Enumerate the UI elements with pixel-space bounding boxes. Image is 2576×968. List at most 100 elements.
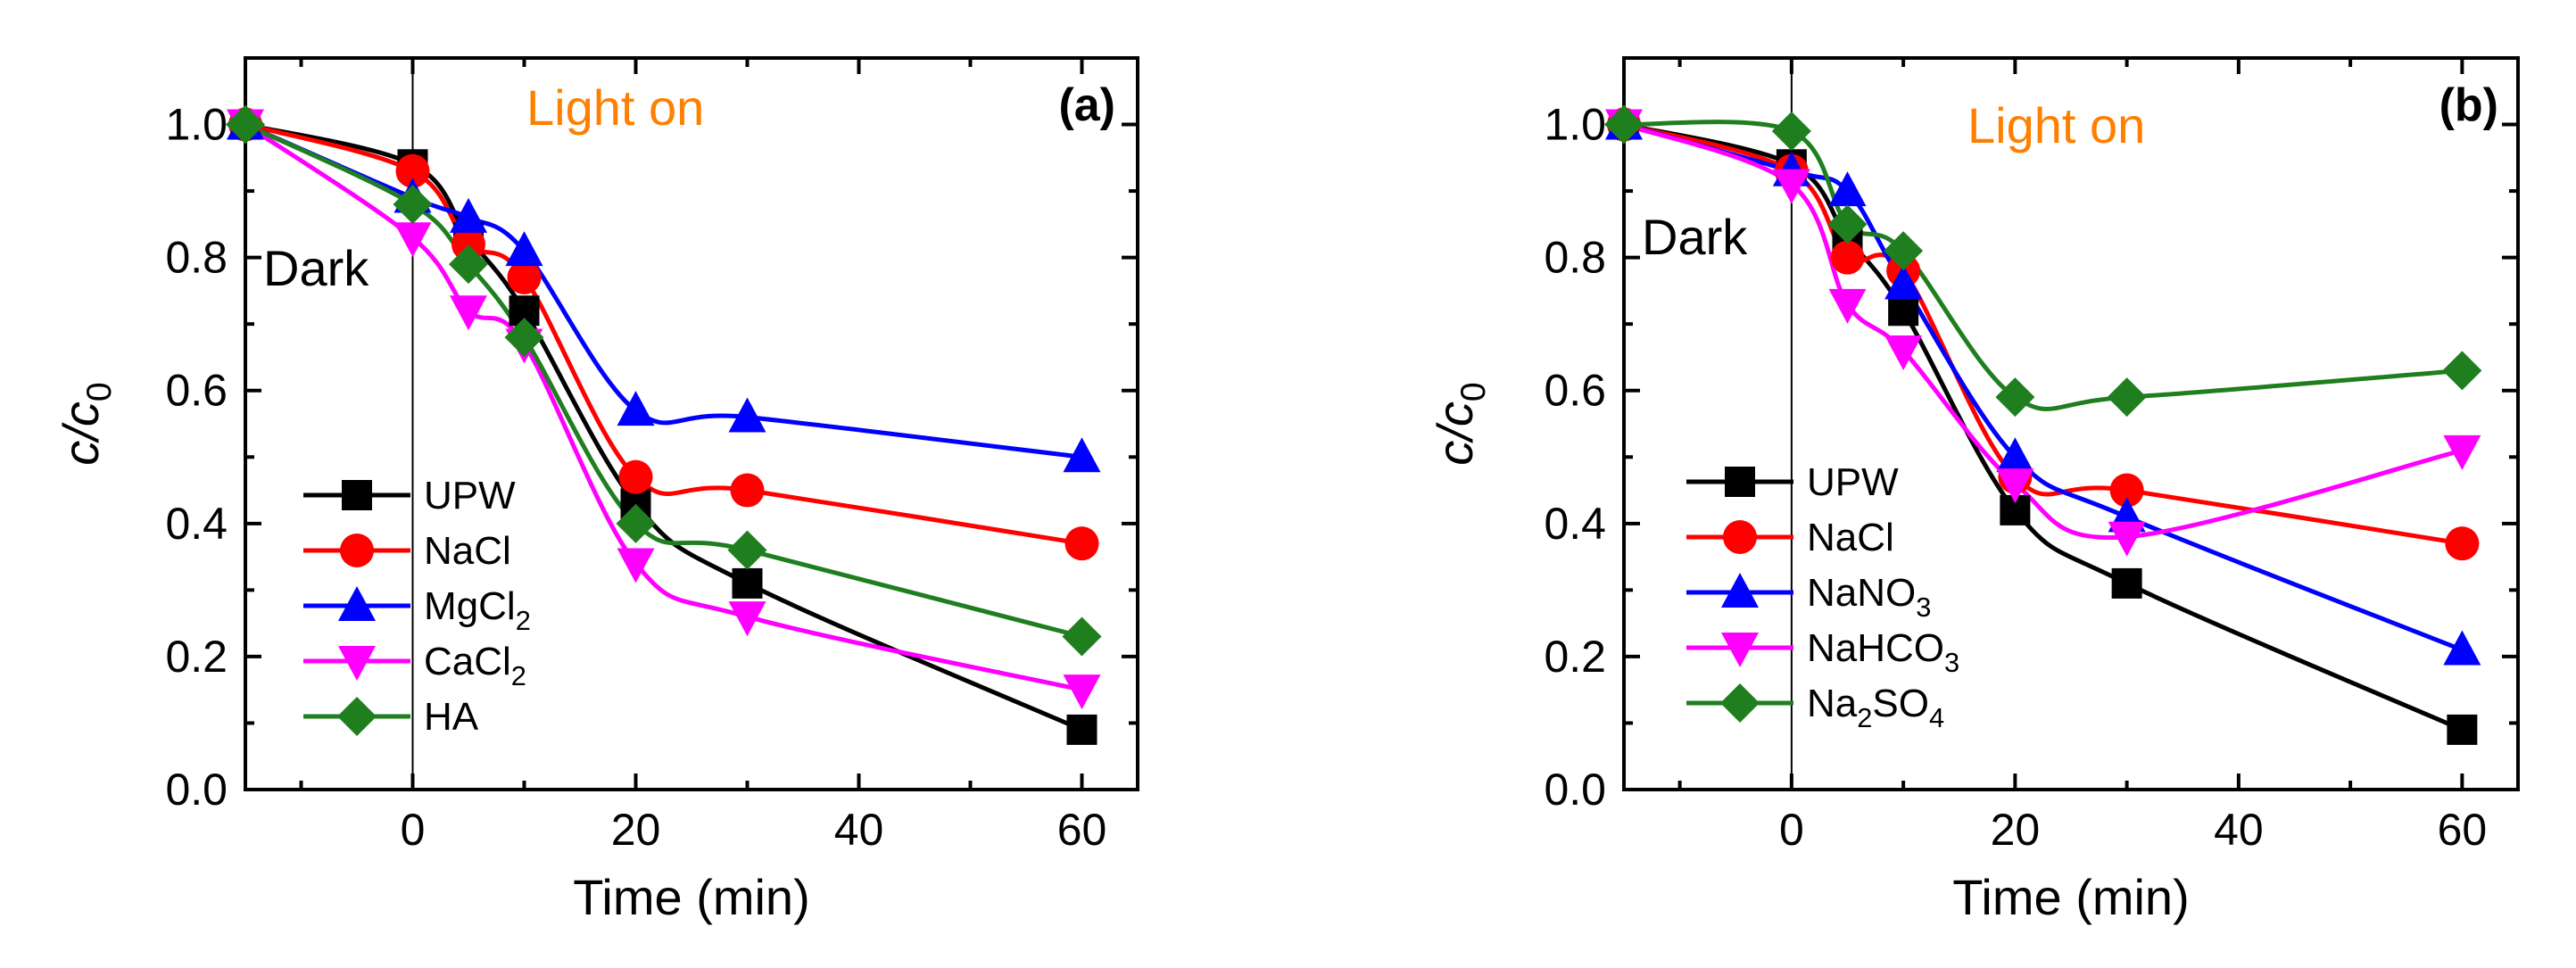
data-point-na2so4: [2107, 377, 2147, 418]
x-axis-title: Time (min): [573, 869, 809, 925]
data-point-nacl: [730, 473, 765, 508]
legend-label-nano3: NaNO3: [1807, 571, 1931, 623]
x-tick-label: 20: [611, 805, 661, 855]
legend-label-ha: HA: [424, 695, 479, 739]
y-tick-label: 0.2: [1544, 632, 1606, 682]
data-point-nano3: [1884, 264, 1923, 300]
legend-marker-cacl2: [338, 646, 376, 681]
data-point-nacl: [395, 153, 430, 188]
data-point-nacl: [2109, 473, 2144, 508]
y-tick-label: 1.0: [1544, 100, 1606, 150]
x-tick-label: 60: [1057, 805, 1107, 855]
data-point-mgcl2: [617, 391, 655, 426]
series-line-nano3: [1623, 122, 2464, 652]
data-point-nacl: [451, 227, 485, 261]
data-point-upw: [1888, 295, 1919, 327]
legend-marker-nano3: [1721, 573, 1759, 608]
plot-frame: [244, 56, 1139, 791]
panel-b-chart: 0.0 0.2 0.4 0.6 0.8 1.0 0 20 40 60 Time (min) c/c0 D…: [1427, 56, 2520, 925]
data-point-na2so4: [2442, 351, 2482, 391]
data-point-nano3: [1828, 171, 1867, 207]
panel-a-chart: 0.0 0.2 0.4 0.6 0.8 1.0 0 20 40 60 Time (min) c/c0 D…: [53, 56, 1139, 925]
x-tick-label: 40: [834, 805, 884, 855]
data-point-na2so4: [1771, 112, 1811, 151]
data-point-nahco3: [2443, 434, 2481, 470]
data-point-nahco3: [1996, 468, 2034, 504]
y-axis-title: c/c0: [1427, 382, 1493, 465]
data-point-na2so4: [1884, 231, 1924, 271]
data-point-upw: [2447, 714, 2478, 745]
y-tick-label: 1.0: [165, 100, 228, 150]
data-point-ha: [504, 318, 544, 358]
data-point-nacl: [618, 459, 653, 494]
panel-label: (b): [2439, 79, 2498, 131]
legend-marker-nahco3: [1721, 633, 1759, 667]
data-point-na2so4: [1995, 377, 2035, 418]
data-point-upw: [732, 567, 763, 599]
data-point-nacl: [507, 261, 542, 294]
data-point-mgcl2: [450, 197, 487, 233]
plot-frame: [1622, 56, 2520, 791]
data-point-upw: [2111, 567, 2142, 599]
data-point-cacl2: [617, 548, 655, 583]
data-point-nahco3: [1772, 169, 1810, 204]
data-point-upw: [1066, 714, 1097, 745]
dark-label: Dark: [1642, 209, 1748, 265]
y-tick-label: 0.4: [1544, 499, 1606, 549]
legend-label-nacl: NaCl: [1807, 516, 1894, 559]
light-on-label: Light on: [1967, 97, 2145, 153]
y-tick-label: 0.6: [165, 366, 228, 416]
data-point-nahco3: [1884, 335, 1923, 370]
data-point-mgcl2: [728, 397, 766, 433]
x-tick-label: 60: [2438, 805, 2488, 855]
data-point-mgcl2: [505, 231, 543, 267]
legend-marker-nacl: [1723, 520, 1757, 554]
series-line-upw: [244, 122, 1083, 732]
data-point-cacl2: [1063, 674, 1101, 710]
y-tick-label: 0.4: [165, 499, 228, 549]
y-tick-label: 0.0: [165, 765, 228, 815]
series-line-na2so4: [1623, 120, 2463, 411]
legend-marker-upw: [342, 480, 372, 510]
legend-label-upw: UPW: [424, 474, 516, 517]
data-point-ha: [616, 503, 656, 543]
data-point-na2so4: [1827, 204, 1868, 244]
legend-label-nahco3: NaHCO3: [1807, 626, 1959, 678]
legend-marker-na2so4: [1720, 683, 1760, 723]
panel-label: (a): [1058, 79, 1115, 131]
data-point-ha: [727, 530, 767, 570]
x-tick-label: 0: [401, 805, 426, 855]
data-point-nacl: [2445, 526, 2480, 561]
legend-marker-upw: [1725, 467, 1755, 497]
data-point-ha: [393, 185, 433, 224]
data-point-nahco3: [2108, 521, 2146, 557]
x-tick-label: 40: [2214, 805, 2264, 855]
y-tick-label: 0.6: [1544, 366, 1606, 416]
x-tick-label: 0: [1779, 805, 1804, 855]
legend-label-upw: UPW: [1807, 460, 1899, 504]
data-point-mgcl2: [1063, 437, 1101, 473]
legend-label-cacl2: CaCl2: [424, 640, 526, 691]
data-point-ha: [226, 104, 265, 145]
dark-label: Dark: [263, 240, 369, 296]
data-point-cacl2: [728, 601, 766, 637]
legend-marker-mgcl2: [338, 586, 376, 621]
data-point-cacl2: [450, 295, 487, 331]
data-point-nahco3: [1828, 288, 1867, 324]
legend-label-na2so4: Na2SO4: [1807, 682, 1944, 733]
data-point-ha: [1062, 616, 1102, 657]
y-tick-label: 0.8: [165, 233, 228, 283]
data-point-nano3: [2443, 630, 2481, 666]
series-line-mgcl2: [244, 122, 1082, 459]
legend-label-mgcl2: MgCl2: [424, 584, 531, 636]
y-tick-label: 0.2: [165, 632, 228, 682]
legend-label-nacl: NaCl: [424, 529, 511, 573]
legend-marker-ha: [337, 697, 377, 736]
y-axis-title: c/c0: [53, 382, 119, 465]
data-point-ha: [449, 244, 488, 285]
x-axis-title: Time (min): [1952, 869, 2189, 925]
data-point-cacl2: [393, 222, 432, 258]
y-tick-label: 0.0: [1544, 765, 1606, 815]
data-point-na2so4: [1604, 104, 1644, 145]
